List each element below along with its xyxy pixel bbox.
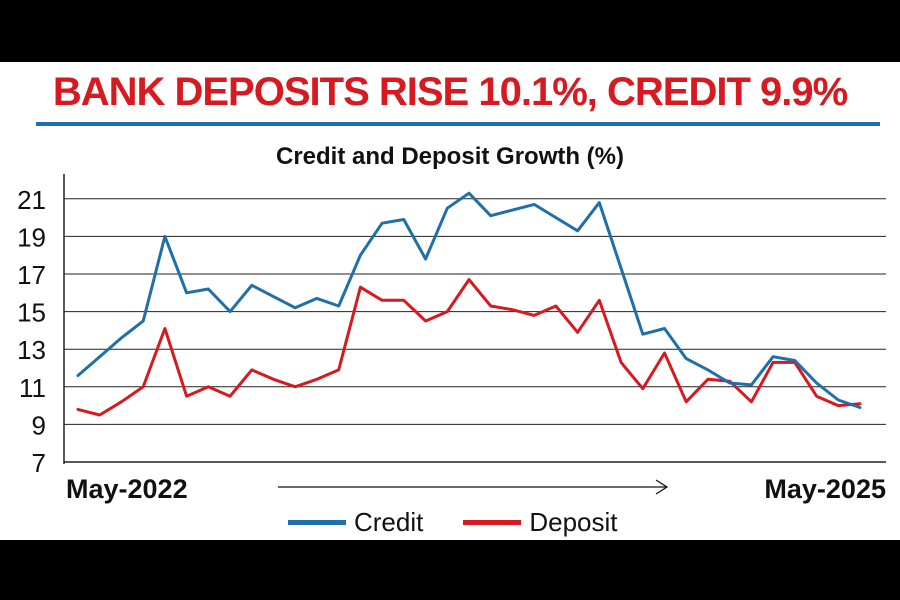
legend-swatch-credit <box>288 519 346 525</box>
legend-label-deposit: Deposit <box>529 506 618 537</box>
headline: BANK DEPOSITS RISE 10.1%, CREDIT 9.9% <box>52 70 848 114</box>
y-tick-label: 15 <box>17 298 46 328</box>
chart-legend: Credit Deposit <box>288 507 658 537</box>
x-end-label: May-2025 <box>764 474 886 504</box>
y-tick-label: 13 <box>17 335 46 365</box>
legend-label-credit: Credit <box>354 506 424 537</box>
legend-swatch-deposit <box>463 519 522 525</box>
chart-panel: BANK DEPOSITS RISE 10.1%, CREDIT 9.9% Cr… <box>0 62 900 540</box>
series-line-credit <box>76 191 862 409</box>
legend-item-deposit: Deposit <box>463 506 618 538</box>
legend-item-credit: Credit <box>288 507 423 538</box>
y-tick-label: 21 <box>17 185 46 215</box>
y-tick-label: 17 <box>17 260 46 290</box>
y-tick-label: 9 <box>32 410 46 440</box>
line-chart: 7 9 11 13 15 17 19 21 May-2022 May-2025 <box>17 174 886 504</box>
time-arrow-head <box>655 479 669 495</box>
headline-rule <box>36 122 880 126</box>
y-tick-label: 11 <box>19 373 46 403</box>
y-tick-label: 19 <box>17 222 46 252</box>
series-line-deposit <box>76 278 862 417</box>
y-tick-label: 7 <box>32 448 46 478</box>
chart-title: Credit and Deposit Growth (%) <box>276 143 624 170</box>
x-start-label: May-2022 <box>66 474 188 504</box>
